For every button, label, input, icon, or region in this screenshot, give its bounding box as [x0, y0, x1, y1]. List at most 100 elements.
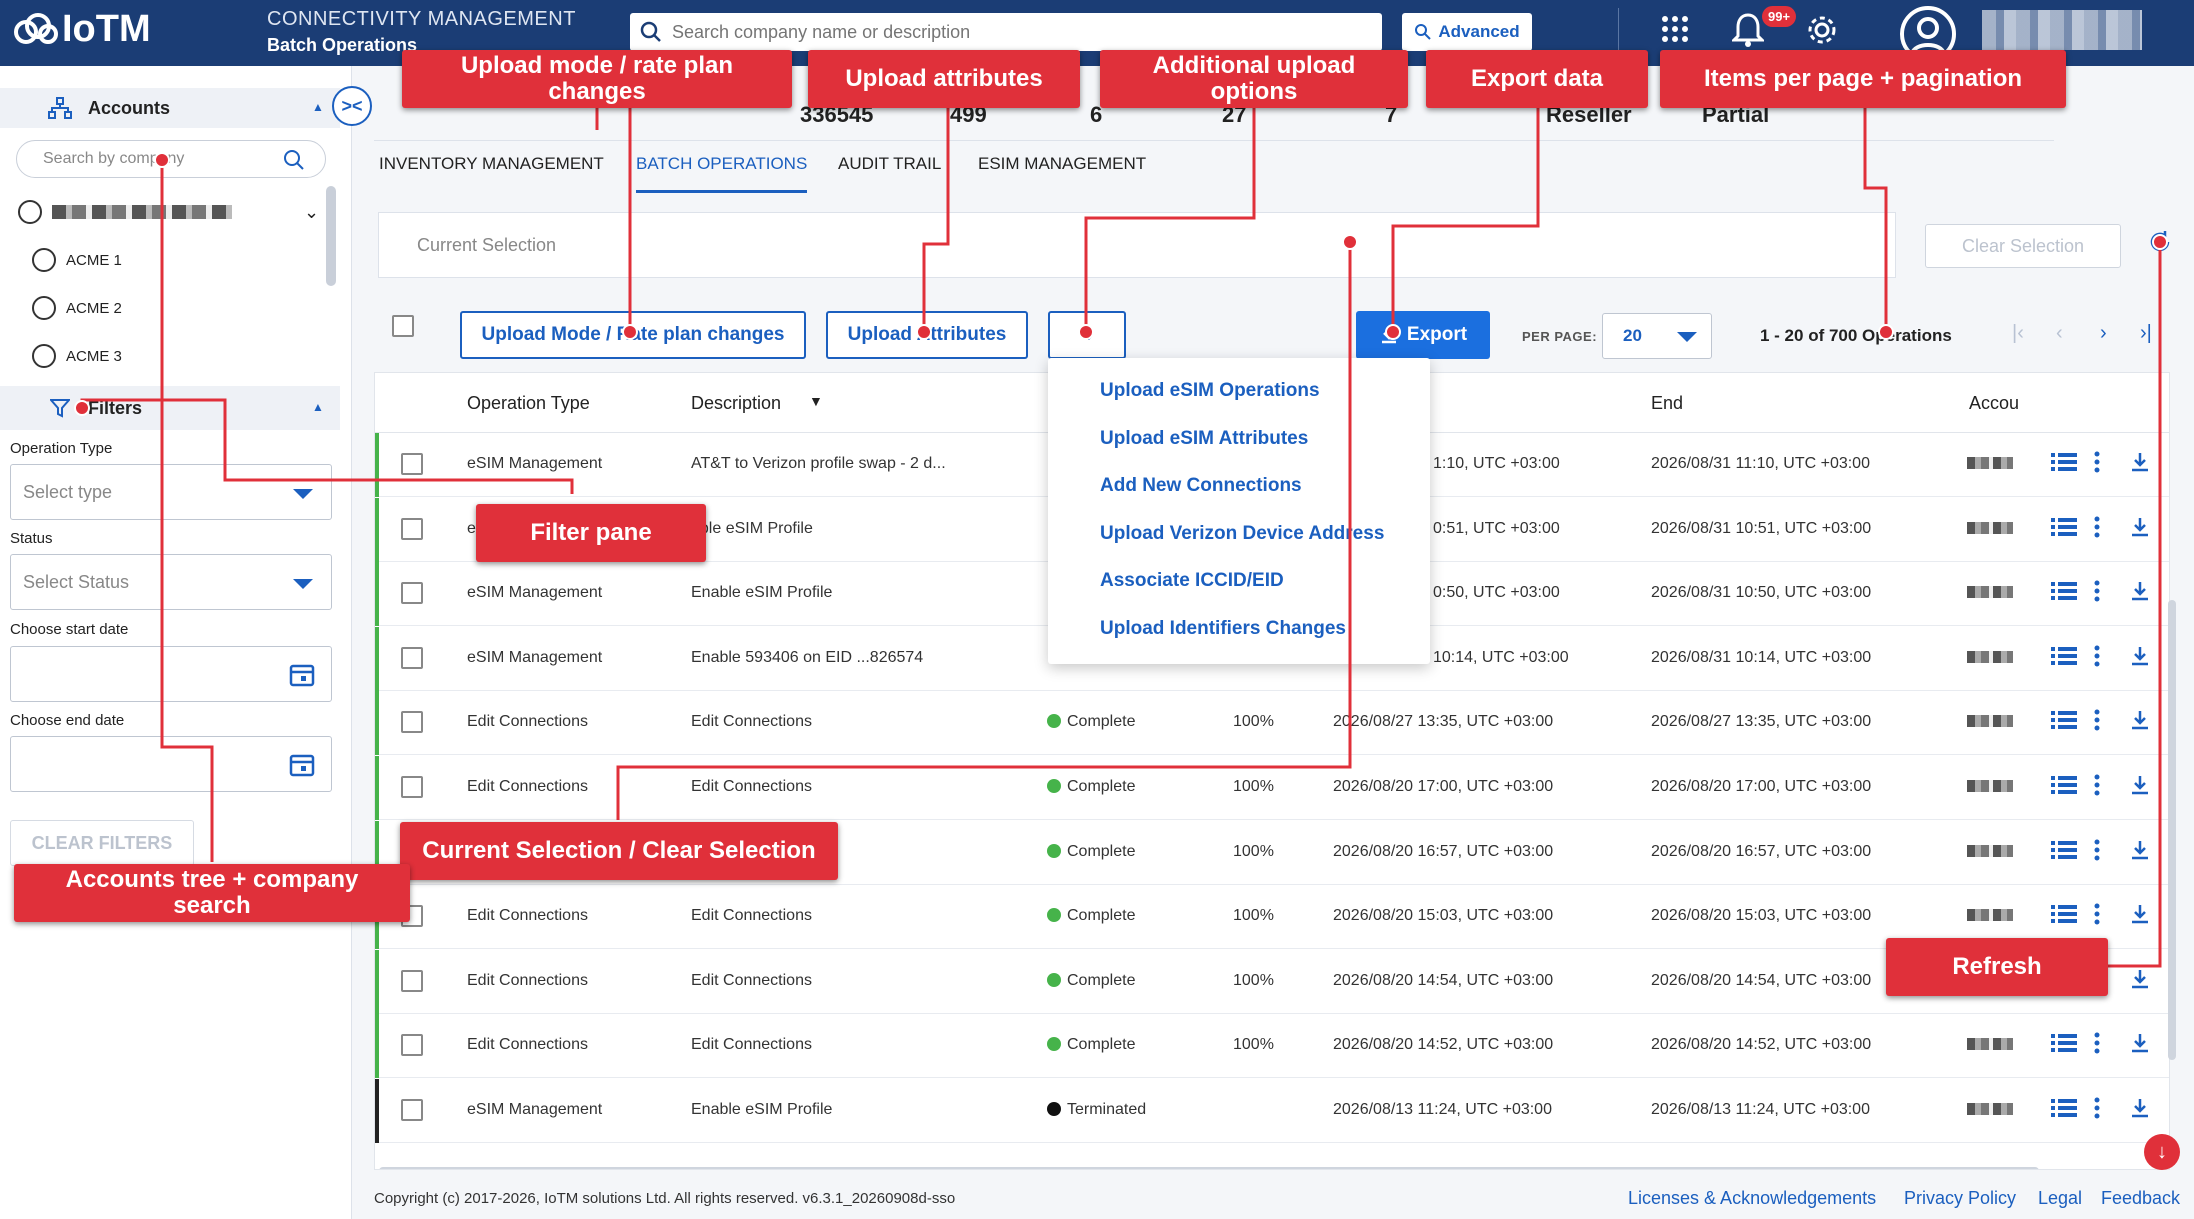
menu-item-upload-esim-operations[interactable]: Upload eSIM Operations	[1100, 380, 1320, 401]
details-list-icon[interactable]	[2051, 774, 2077, 796]
tree-item-acme-2[interactable]: ACME 2	[32, 296, 122, 320]
menu-item-upload-verizon-device-address[interactable]: Upload Verizon Device Address	[1100, 523, 1385, 544]
more-vertical-icon[interactable]	[2093, 451, 2101, 473]
chevron-up-icon[interactable]: ▲	[312, 400, 324, 414]
column-operation-type[interactable]: Operation Type	[467, 393, 590, 413]
details-list-icon[interactable]	[2051, 903, 2077, 925]
collapse-sidebar-button[interactable]: ><	[332, 86, 372, 126]
scroll-down-button[interactable]: ↓	[2144, 1134, 2180, 1170]
tree-item-acme-1[interactable]: ACME 1	[32, 248, 122, 272]
row-checkbox[interactable]	[401, 1034, 423, 1057]
details-list-icon[interactable]	[2051, 839, 2077, 861]
column-end[interactable]: End	[1651, 393, 1684, 413]
start-date-field[interactable]	[10, 646, 332, 702]
chevron-down-icon[interactable]: ⌄	[304, 201, 320, 222]
first-page-icon[interactable]: |‹	[2012, 322, 2024, 344]
clear-selection-button[interactable]: Clear Selection	[1925, 224, 2121, 268]
menu-item-add-new-connections[interactable]: Add New Connections	[1100, 475, 1302, 496]
download-icon[interactable]	[2129, 1097, 2151, 1119]
more-vertical-icon[interactable]	[2093, 1097, 2101, 1119]
gear-icon[interactable]	[1806, 14, 1838, 51]
table-row[interactable]: Complete 100% 2026/08/20 16:57, UTC +03:00…	[375, 820, 2169, 885]
download-icon[interactable]	[2129, 1032, 2151, 1054]
filters-header[interactable]: Filters ▲	[0, 386, 340, 430]
select-all-checkbox[interactable]	[392, 315, 414, 337]
details-list-icon[interactable]	[2051, 580, 2077, 602]
details-list-icon[interactable]	[2051, 645, 2077, 667]
advanced-search-button[interactable]: Advanced	[1402, 13, 1532, 51]
download-icon[interactable]	[2129, 580, 2151, 602]
licenses-link[interactable]: Licenses & Acknowledgements	[1628, 1188, 1877, 1208]
more-vertical-icon[interactable]	[2093, 774, 2101, 796]
prev-page-icon[interactable]: ‹	[2056, 322, 2063, 344]
tab-batch-operations[interactable]: BATCH OPERATIONS	[636, 154, 808, 193]
next-page-icon[interactable]: ›	[2100, 322, 2107, 344]
download-icon[interactable]	[2129, 516, 2151, 538]
row-checkbox[interactable]	[401, 646, 423, 669]
row-checkbox[interactable]	[401, 582, 423, 605]
tab-inventory-management[interactable]: INVENTORY MANAGEMENT	[379, 154, 604, 173]
end-date-field[interactable]	[10, 736, 332, 792]
calendar-icon[interactable]	[289, 751, 315, 777]
download-icon[interactable]	[2129, 709, 2151, 731]
row-checkbox[interactable]	[401, 711, 423, 734]
download-icon[interactable]	[2129, 903, 2151, 925]
more-vertical-icon[interactable]	[2093, 1032, 2101, 1054]
sort-down-icon[interactable]: ▼	[809, 393, 823, 409]
horizontal-scrollbar[interactable]	[379, 1167, 2039, 1169]
details-list-icon[interactable]	[2051, 1097, 2077, 1119]
bell-icon[interactable]	[1730, 12, 1766, 53]
download-icon[interactable]	[2129, 968, 2151, 990]
last-page-icon[interactable]: ›|	[2140, 322, 2152, 344]
sidebar-scrollbar[interactable]	[326, 186, 336, 286]
details-list-icon[interactable]	[2051, 516, 2077, 538]
table-row[interactable]: Edit Connections Edit Connections Complete…	[375, 691, 2169, 756]
row-checkbox[interactable]	[401, 776, 423, 798]
legal-link[interactable]: Legal	[2038, 1188, 2083, 1208]
operation-type-select[interactable]: Select type	[10, 464, 332, 520]
download-icon[interactable]	[2129, 839, 2151, 861]
row-checkbox[interactable]	[401, 969, 423, 992]
more-vertical-icon[interactable]	[2093, 903, 2101, 925]
tab-audit-trail[interactable]: AUDIT TRAIL	[838, 154, 942, 173]
company-search[interactable]: Search by company	[16, 140, 326, 178]
privacy-policy-link[interactable]: Privacy Policy	[1904, 1188, 2017, 1208]
tree-item-acme-3[interactable]: ACME 3	[32, 344, 122, 368]
apps-grid-icon[interactable]	[1660, 14, 1690, 49]
table-row[interactable]: eSIM Management Enable eSIM Profile Termin…	[375, 1079, 2169, 1143]
feedback-link[interactable]: Feedback	[2101, 1188, 2181, 1208]
table-row[interactable]: Edit Connections Edit Connections Complete…	[375, 1014, 2169, 1079]
calendar-icon[interactable]	[289, 661, 315, 687]
download-icon[interactable]	[2129, 645, 2151, 667]
tree-root-account[interactable]: ⌄	[18, 200, 319, 224]
download-icon[interactable]	[2129, 774, 2151, 796]
refresh-icon[interactable]	[2148, 230, 2172, 254]
vertical-scrollbar[interactable]	[2168, 600, 2176, 1060]
column-description[interactable]: Description	[691, 393, 782, 413]
per-page-select[interactable]: 20	[1602, 313, 1712, 359]
row-checkbox[interactable]	[401, 517, 423, 540]
tab-esim-management[interactable]: ESIM MANAGEMENT	[978, 154, 1147, 173]
row-checkbox[interactable]	[401, 1099, 423, 1121]
details-list-icon[interactable]	[2051, 709, 2077, 731]
more-vertical-icon[interactable]	[2093, 516, 2101, 538]
more-vertical-icon[interactable]	[2093, 839, 2101, 861]
more-vertical-icon[interactable]	[2093, 580, 2101, 602]
menu-item-upload-esim-attributes[interactable]: Upload eSIM Attributes	[1100, 428, 1309, 449]
accounts-header[interactable]: Accounts ▲	[0, 88, 340, 128]
chevron-up-icon[interactable]: ▲	[312, 100, 324, 114]
global-search-input[interactable]	[672, 21, 1352, 43]
export-button[interactable]: Export	[1356, 311, 1490, 359]
upload-attributes-button[interactable]: Upload Attributes	[826, 311, 1028, 359]
details-list-icon[interactable]	[2051, 451, 2077, 473]
upload-mode-button[interactable]: Upload Mode / Rate plan changes	[460, 311, 806, 359]
details-list-icon[interactable]	[2051, 1032, 2077, 1054]
table-row[interactable]: Edit Connections Edit Connections Complete…	[375, 756, 2169, 820]
menu-item-upload-identifiers-changes[interactable]: Upload Identifiers Changes	[1100, 618, 1346, 639]
table-row[interactable]: Edit Connections Edit Connections Complete…	[375, 885, 2169, 950]
more-upload-options-button[interactable]: ⌄	[1048, 311, 1126, 359]
menu-item-associate-iccid-eid[interactable]: Associate ICCID/EID	[1100, 570, 1284, 591]
more-vertical-icon[interactable]	[2093, 709, 2101, 731]
more-vertical-icon[interactable]	[2093, 645, 2101, 667]
global-search[interactable]	[630, 13, 1382, 51]
